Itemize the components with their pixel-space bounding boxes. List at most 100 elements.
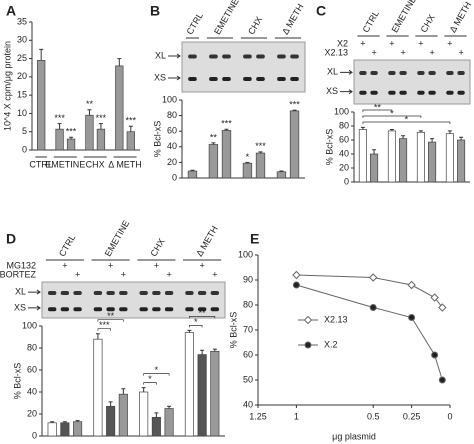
treatment-mark: + [400, 47, 405, 57]
series-line [296, 284, 443, 381]
y-tick-label: 80 [167, 110, 177, 120]
gel-label: XL [15, 286, 26, 296]
bracket [189, 316, 216, 319]
gel-band [185, 307, 194, 312]
treatment-mark: + [371, 47, 376, 57]
marker [368, 273, 378, 282]
panel-letter: D [6, 231, 16, 247]
x-tick-label: 0.25 [403, 411, 421, 421]
gel-band [139, 291, 148, 295]
gel-band [417, 71, 425, 75]
gel-band [106, 307, 115, 312]
gel-band [119, 291, 128, 295]
error-bar [69, 136, 74, 140]
group-label: CHX [419, 13, 437, 34]
marker [407, 280, 416, 290]
significance: * [405, 114, 409, 124]
significance: *** [96, 113, 107, 123]
gel-arrow [340, 89, 353, 95]
bar [242, 162, 253, 179]
y-tick-label: 30 [17, 35, 27, 45]
gel-band [209, 54, 218, 59]
y-axis-label: % Bcl-xS [228, 312, 238, 349]
error-bar [389, 129, 394, 131]
y-tick-label: 60 [167, 126, 177, 136]
gel-band [359, 90, 367, 95]
treatment-label: X2 [337, 38, 348, 48]
y-tick-label: 5 [22, 126, 27, 136]
error-bar [57, 123, 62, 130]
gel-band [370, 90, 378, 95]
bar [96, 128, 106, 151]
gel-band [243, 54, 252, 59]
bar [47, 422, 57, 437]
bar [184, 332, 194, 437]
gel-band [457, 71, 465, 75]
legend-label: X.2 [324, 339, 338, 349]
y-tick-label: 20 [27, 408, 37, 418]
y-tick-label: 90 [243, 274, 253, 284]
marker [369, 304, 377, 311]
bracket [143, 373, 170, 376]
y-tick-label: 60 [339, 134, 349, 144]
treatment-label: MG132 [6, 260, 36, 270]
significance: * [194, 317, 198, 327]
error-bar [39, 48, 44, 61]
error-bar [245, 161, 250, 164]
y-tick-label: 40 [243, 399, 253, 409]
bar [399, 138, 408, 183]
gel [353, 59, 471, 105]
x-axis-label: μg plasmid [332, 431, 376, 441]
gel-band [197, 291, 207, 295]
bar [210, 350, 220, 437]
gel-band [60, 307, 70, 312]
group-label: CTRL [29, 159, 53, 169]
bar [115, 65, 124, 151]
x-tick-label: 1 [294, 411, 299, 421]
group-label: CTRL [185, 11, 205, 36]
gel-band [256, 54, 265, 59]
bracket [362, 115, 422, 118]
error-bar [292, 109, 297, 111]
significance: * [148, 374, 152, 384]
group-label: Δ METH [448, 0, 473, 34]
y-tick-label: 70 [243, 324, 253, 334]
marker [438, 303, 447, 312]
gel-band [388, 90, 396, 95]
gel-arrow [168, 75, 181, 81]
gel-band [164, 291, 174, 295]
y-tick-label: 0 [22, 144, 27, 154]
gel-band [209, 77, 218, 81]
bar [387, 130, 396, 183]
y-tick-label: 60 [27, 364, 37, 374]
treatment-mark: + [212, 269, 217, 279]
y-tick-label: 60 [243, 349, 253, 359]
y-tick-label: 100 [22, 320, 37, 330]
error-bar [224, 128, 229, 131]
gel-band [290, 54, 299, 59]
bar [106, 405, 116, 437]
group-label: EMETINE [212, 0, 241, 36]
marker [431, 351, 439, 359]
treatment-mark: + [62, 260, 67, 270]
bar [164, 408, 174, 437]
error-bar [128, 125, 133, 132]
error-bar [50, 421, 55, 423]
error-bar [447, 130, 452, 134]
y-tick-label: 0 [172, 172, 177, 182]
gel-label: XS [326, 86, 338, 96]
marker [408, 314, 416, 321]
gel-band [60, 291, 70, 295]
gel-band [446, 90, 454, 95]
error-bar [167, 405, 172, 409]
gel-band [139, 307, 148, 312]
gel-band [256, 77, 265, 81]
gel-band [399, 71, 407, 75]
error-bar [154, 412, 159, 418]
significance: *** [126, 116, 137, 126]
gel [41, 281, 226, 319]
group-label: CHX [246, 15, 264, 36]
gel-band [290, 77, 299, 81]
error-bar [141, 387, 146, 392]
